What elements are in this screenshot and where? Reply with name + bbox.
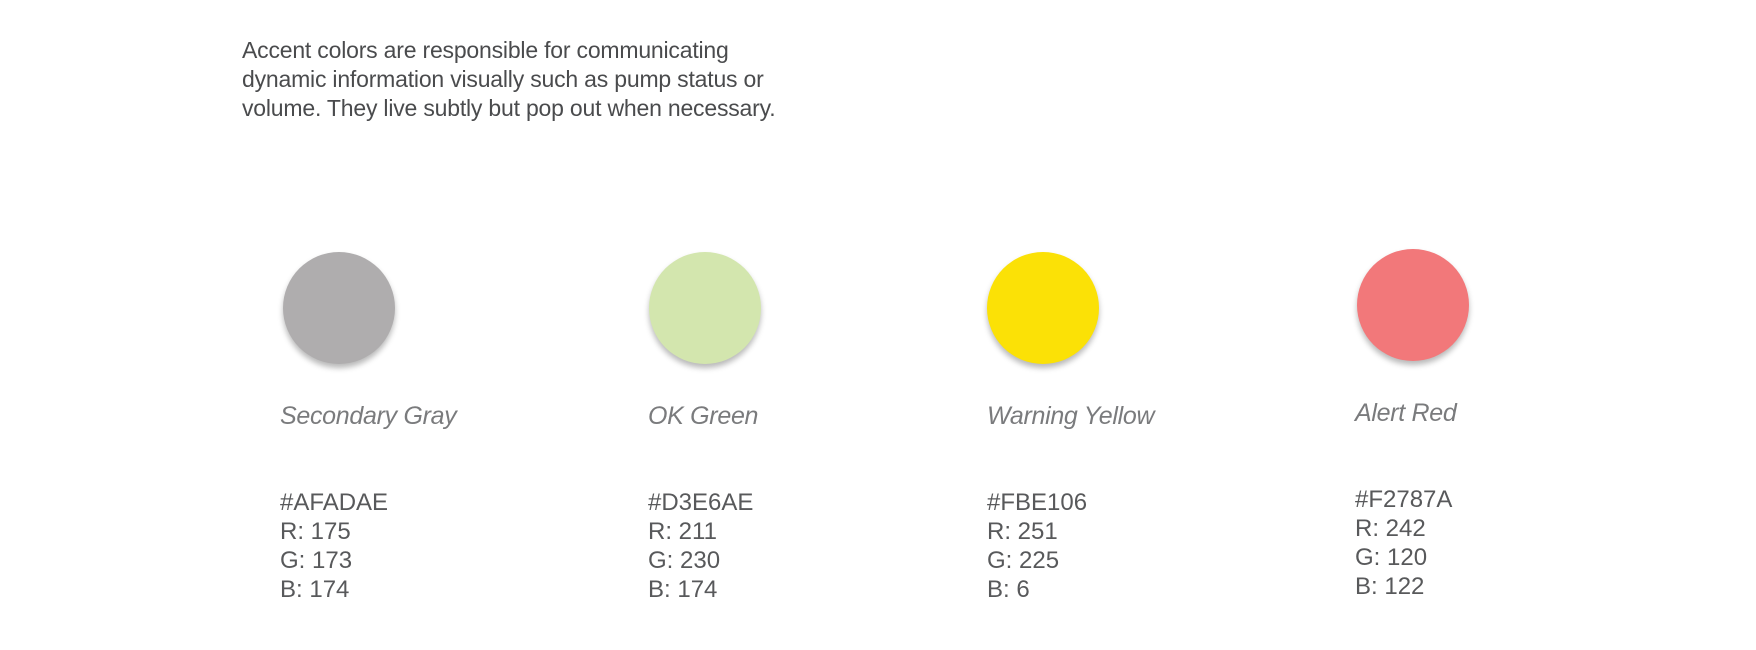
r-value: R: 251	[987, 518, 1058, 545]
color-circle	[987, 252, 1099, 364]
intro-line: volume. They live subtly but pop out whe…	[242, 95, 776, 121]
hex-value: #D3E6AE	[648, 489, 754, 516]
swatch-alert-red: Alert Red #F2787A R: 242 G: 120 B: 122	[1355, 247, 1715, 647]
r-value: R: 211	[648, 518, 717, 545]
r-value: R: 175	[280, 518, 351, 545]
swatch-warning-yellow: Warning Yellow #FBE106 R: 251 G: 225 B: …	[987, 250, 1347, 650]
intro-paragraph: Accent colors are responsible for commun…	[242, 36, 842, 123]
hex-value: #AFADAE	[280, 489, 389, 516]
g-value: G: 230	[648, 547, 721, 574]
intro-line: Accent colors are responsible for commun…	[242, 37, 729, 63]
swatch-values: #D3E6AE R: 211 G: 230 B: 174	[648, 488, 753, 604]
b-value: B: 6	[987, 576, 1030, 603]
color-circle	[1357, 249, 1469, 361]
b-value: B: 122	[1355, 573, 1425, 600]
intro-line: dynamic information visually such as pum…	[242, 66, 764, 92]
swatch-name: Secondary Gray	[280, 402, 457, 430]
swatch-name: OK Green	[648, 402, 759, 430]
b-value: B: 174	[280, 576, 350, 603]
hex-value: #F2787A	[1355, 486, 1453, 513]
color-circle	[649, 252, 761, 364]
hex-value: #FBE106	[987, 489, 1088, 516]
g-value: G: 120	[1355, 544, 1428, 571]
swatch-ok-green: OK Green #D3E6AE R: 211 G: 230 B: 174	[648, 250, 1008, 650]
swatch-values: #AFADAE R: 175 G: 173 B: 174	[280, 488, 388, 604]
swatch-secondary-gray: Secondary Gray #AFADAE R: 175 G: 173 B: …	[280, 250, 640, 650]
r-value: R: 242	[1355, 515, 1426, 542]
swatch-values: #F2787A R: 242 G: 120 B: 122	[1355, 485, 1452, 601]
color-circle	[283, 252, 395, 364]
swatch-name: Warning Yellow	[987, 402, 1155, 430]
swatch-values: #FBE106 R: 251 G: 225 B: 6	[987, 488, 1087, 604]
g-value: G: 225	[987, 547, 1060, 574]
g-value: G: 173	[280, 547, 353, 574]
swatch-name: Alert Red	[1355, 399, 1457, 427]
b-value: B: 174	[648, 576, 718, 603]
